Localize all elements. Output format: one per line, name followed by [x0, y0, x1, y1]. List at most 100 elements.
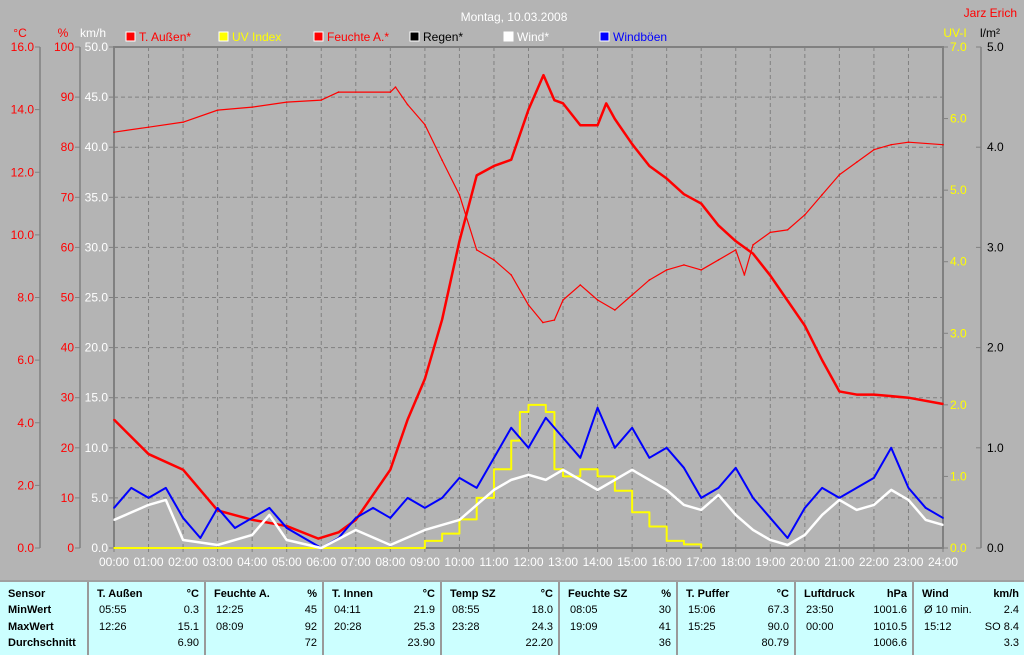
row-label-min: MinWert [8, 604, 52, 616]
max-value: 92 [304, 621, 317, 633]
data-point [544, 416, 547, 419]
data-point [700, 269, 703, 271]
data-point [648, 165, 651, 167]
temp-tick-label: 10.0 [11, 228, 35, 242]
table-column: Luftdruck hPa 23:50 1001.6 00:00 1010.5 100… [796, 582, 914, 655]
data-point [389, 468, 392, 471]
data-point [389, 517, 392, 519]
data-point [752, 497, 754, 499]
humidity-tick-label: 70 [61, 190, 75, 204]
min-value: 21.9 [413, 604, 435, 616]
data-point [769, 539, 772, 541]
max-time: 08:09 [216, 621, 244, 633]
data-point [614, 489, 616, 492]
column-header: Temp SZ [450, 588, 496, 600]
column-header: Wind [922, 588, 949, 600]
column-header: Luftdruck [804, 588, 855, 600]
average-value: 80.79 [761, 637, 789, 649]
min-value: 2.4 [1003, 604, 1019, 616]
data-point [113, 507, 115, 509]
data-point [665, 540, 668, 542]
x-tick-label: 17:00 [686, 555, 716, 569]
column-unit: °C [422, 588, 435, 600]
column-unit: °C [186, 588, 199, 600]
data-point [942, 524, 944, 526]
x-tick-label: 15:00 [617, 555, 647, 569]
data-point [631, 426, 633, 429]
data-point [165, 487, 167, 489]
x-tick-label: 19:00 [755, 555, 785, 569]
data-point [165, 499, 167, 501]
data-point [942, 517, 944, 519]
data-point [182, 517, 184, 519]
data-point [734, 514, 737, 516]
temp-tick-label: 12.0 [11, 165, 35, 179]
data-point [493, 165, 495, 167]
legend-swatch [218, 31, 229, 42]
data-point [821, 514, 823, 516]
wind-axis-label: km/h [80, 26, 106, 40]
data-point [354, 529, 357, 531]
data-point [216, 109, 219, 111]
data-point [182, 121, 184, 123]
table-column: T. Puffer °C 15:06 67.3 15:25 90.0 80.79 [678, 582, 796, 655]
column-header: Feuchte SZ [568, 588, 628, 600]
wind-tick-label: 20.0 [85, 341, 109, 355]
max-value: 90.0 [767, 621, 789, 633]
series-wind [113, 468, 944, 550]
x-tick-label: 05:00 [272, 555, 302, 569]
legend-label: Windböen [613, 30, 667, 44]
temp-tick-label: 6.0 [17, 353, 34, 367]
average-value: 3.3 [1003, 637, 1019, 649]
data-point [234, 527, 236, 529]
data-point [769, 274, 772, 277]
data-point [907, 396, 910, 399]
data-point [424, 540, 426, 542]
data-point [113, 547, 115, 549]
x-tick-label: 09:00 [410, 555, 440, 569]
column-unit: °C [540, 588, 553, 600]
rain-tick-label: 2.0 [987, 341, 1004, 355]
x-tick-label: 04:00 [237, 555, 267, 569]
data-point [752, 252, 754, 255]
data-point [527, 304, 530, 306]
statistics-table: Sensor MinWert MaxWert Durchschnitt T. A… [0, 580, 1024, 655]
data-point [424, 123, 426, 126]
data-point [458, 519, 461, 521]
data-point [579, 457, 582, 459]
data-point [648, 279, 651, 281]
data-point [542, 321, 544, 324]
max-value: 41 [658, 621, 671, 633]
max-value: 15.1 [177, 621, 199, 633]
uv-tick-label: 0.0 [950, 541, 967, 555]
temp-tick-label: 8.0 [17, 291, 34, 305]
x-tick-label: 12:00 [513, 555, 543, 569]
data-point [510, 426, 513, 429]
min-time: 15:06 [688, 604, 716, 616]
temp-tick-label: 4.0 [17, 416, 34, 430]
temp-tick-label: 2.0 [17, 478, 34, 492]
data-point [562, 299, 564, 301]
table-column: Feuchte SZ% 08:05 30 19:09 41 36 [560, 582, 678, 655]
temp-axis-label: °C [13, 26, 27, 40]
x-tick-label: 07:00 [341, 555, 371, 569]
min-time: 08:55 [452, 604, 480, 616]
data-point [251, 534, 253, 536]
uv-tick-label: 5.0 [950, 183, 967, 197]
x-tick-label: 16:00 [652, 555, 682, 569]
data-point [786, 544, 789, 546]
data-point [182, 468, 184, 471]
data-point [527, 404, 530, 406]
data-point [890, 489, 892, 491]
data-point [683, 467, 685, 469]
data-point [441, 159, 443, 162]
max-time: 12:26 [99, 621, 127, 633]
uv-tick-label: 2.0 [950, 398, 967, 412]
column-header: T. Puffer [686, 588, 730, 600]
data-point [216, 544, 219, 546]
data-point [527, 474, 530, 476]
data-point [199, 537, 202, 539]
wind-tick-label: 0.0 [91, 541, 108, 555]
rain-axis-label: l/m² [980, 26, 1000, 40]
data-point [855, 509, 858, 511]
